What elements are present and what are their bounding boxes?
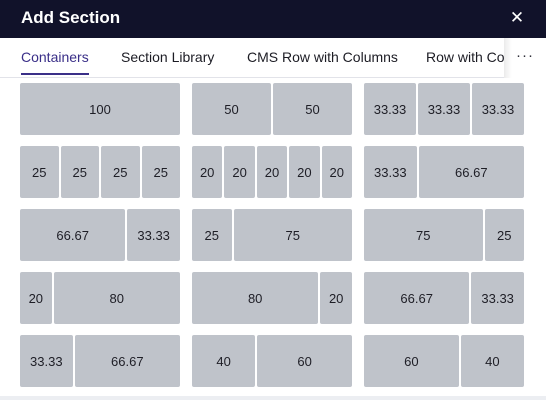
column-cell: 50 [273,83,352,135]
column-cell: 66.67 [20,209,126,261]
layout-option[interactable]: 33.33 33.33 33.33 [364,83,524,135]
column-cell: 66.67 [364,272,470,324]
column-cell: 40 [460,335,524,387]
column-cell: 75 [364,209,483,261]
layout-option[interactable]: 40 60 [192,335,352,387]
dialog-title: Add Section [21,8,121,27]
column-cell: 33.33 [471,272,524,324]
column-cell: 20 [192,146,223,198]
column-cell: 60 [257,335,352,387]
layout-option[interactable]: 66.67 33.33 [364,272,524,324]
layout-row: 66.67 33.33 25 75 75 25 [20,209,524,261]
layout-option[interactable]: 75 25 [364,209,524,261]
layout-row: 100 50 50 33.33 33.33 33.33 [20,83,524,135]
layout-row: 20 80 80 20 66.67 33.33 [20,272,524,324]
tab-strip: Containers Section Library CMS Row with … [0,38,504,78]
column-cell: 66.67 [418,146,524,198]
layout-option[interactable]: 25 75 [192,209,352,261]
column-cell: 80 [53,272,180,324]
column-cell: 33.33 [20,335,73,387]
layout-option[interactable]: 66.67 33.33 [20,209,180,261]
column-cell: 33.33 [417,83,470,135]
column-cell: 20 [256,146,288,198]
column-cell: 20 [320,272,352,324]
column-cell: 66.67 [74,335,180,387]
tab-cms-row-with-columns[interactable]: CMS Row with Columns [247,49,398,65]
layout-option[interactable]: 20 20 20 20 20 [192,146,352,198]
column-cell: 33.33 [471,83,524,135]
layout-option[interactable]: 100 [20,83,180,135]
column-cell: 50 [192,83,271,135]
tab-containers[interactable]: Containers [21,49,89,78]
layout-grid: 100 50 50 33.33 33.33 33.33 25 25 25 25 20 20 20 20 20… [20,83,524,388]
tab-section-library[interactable]: Section Library [121,49,215,65]
column-cell: 33.33 [364,83,416,135]
column-cell: 33.33 [127,209,180,261]
column-cell: 25 [484,209,524,261]
layout-option[interactable]: 60 40 [364,335,524,387]
tab-bar: Containers Section Library CMS Row with … [0,38,546,78]
layout-option[interactable]: 33.33 66.67 [364,146,524,198]
column-cell: 25 [60,146,99,198]
column-cell: 20 [20,272,52,324]
column-cell: 75 [233,209,352,261]
layout-option[interactable]: 80 20 [192,272,352,324]
column-cell: 60 [364,335,459,387]
layout-option[interactable]: 33.33 66.67 [20,335,180,387]
tab-row-with-columns[interactable]: Row with Co [426,49,504,65]
column-cell: 25 [101,146,140,198]
column-cell: 25 [20,146,59,198]
dialog-bottom-edge [0,396,546,400]
column-cell: 100 [20,83,180,135]
column-cell: 40 [192,335,256,387]
column-cell: 20 [224,146,255,198]
close-icon[interactable]: ✕ [509,8,525,27]
column-cell: 33.33 [364,146,417,198]
layout-row: 33.33 66.67 40 60 60 40 [20,335,524,387]
more-tabs-button[interactable]: ··· [504,38,546,78]
column-cell: 20 [289,146,320,198]
column-cell: 20 [321,146,352,198]
column-cell: 25 [141,146,180,198]
column-cell: 25 [192,209,232,261]
layout-option[interactable]: 20 80 [20,272,180,324]
layout-row: 25 25 25 25 20 20 20 20 20 33.33 66.67 [20,146,524,198]
layout-option[interactable]: 25 25 25 25 [20,146,180,198]
layout-option[interactable]: 50 50 [192,83,352,135]
dialog-header: Add Section ✕ [0,0,546,38]
column-cell: 80 [192,272,319,324]
